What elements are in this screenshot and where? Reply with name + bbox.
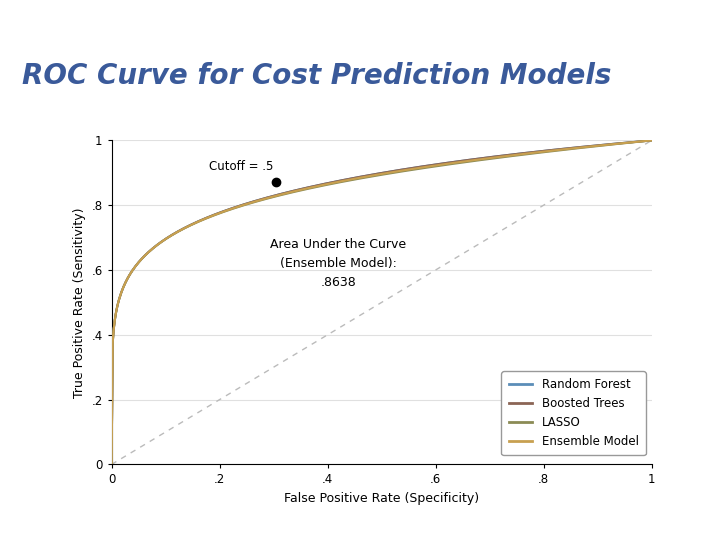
- Text: Cutoff = .5: Cutoff = .5: [210, 160, 274, 173]
- X-axis label: False Positive Rate (Specificity): False Positive Rate (Specificity): [284, 492, 480, 505]
- Text: Area Under the Curve
(Ensemble Model):
.8638: Area Under the Curve (Ensemble Model): .…: [270, 238, 407, 289]
- Y-axis label: True Positive Rate (Sensitivity): True Positive Rate (Sensitivity): [73, 207, 86, 397]
- Text: Managed Competition in the Netherlands - Spinnewijn: Managed Competition in the Netherlands -…: [199, 9, 521, 22]
- Text: ROC Curve for Cost Prediction Models: ROC Curve for Cost Prediction Models: [22, 62, 611, 90]
- Legend: Random Forest, Boosted Trees, LASSO, Ensemble Model: Random Forest, Boosted Trees, LASSO, Ens…: [501, 372, 646, 455]
